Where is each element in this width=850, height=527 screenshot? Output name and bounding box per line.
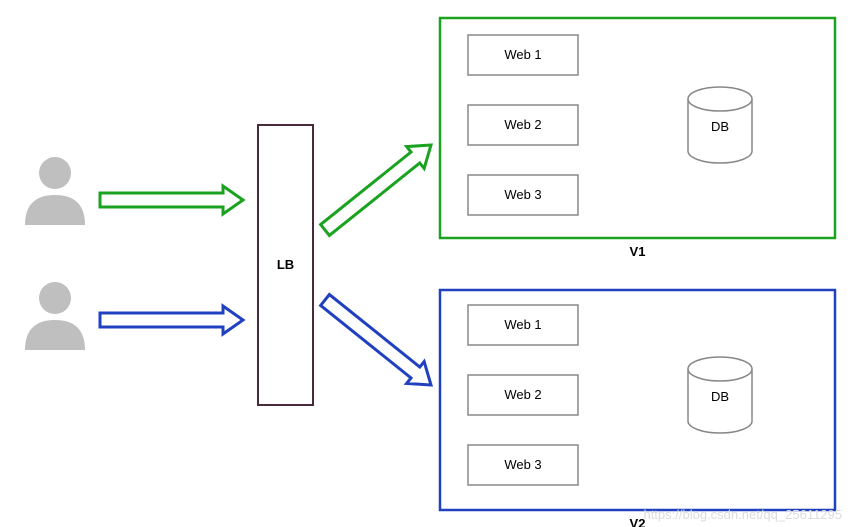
web-node-label: Web 2 — [504, 387, 541, 402]
arrow — [100, 306, 243, 334]
web-node-label: Web 3 — [504, 457, 541, 472]
lb-label: LB — [277, 257, 294, 272]
db-label: DB — [711, 389, 729, 404]
arrow — [321, 145, 431, 235]
arrow — [321, 295, 431, 385]
web-node-label: Web 2 — [504, 117, 541, 132]
web-node-label: Web 1 — [504, 317, 541, 332]
user-icon — [25, 282, 85, 350]
db-label: DB — [711, 119, 729, 134]
arrow — [100, 186, 243, 214]
cluster-label: V1 — [630, 244, 646, 259]
web-node-label: Web 3 — [504, 187, 541, 202]
watermark: https://blog.csdn.net/qq_25611295 — [643, 507, 842, 522]
web-node-label: Web 1 — [504, 47, 541, 62]
user-icon — [25, 157, 85, 225]
